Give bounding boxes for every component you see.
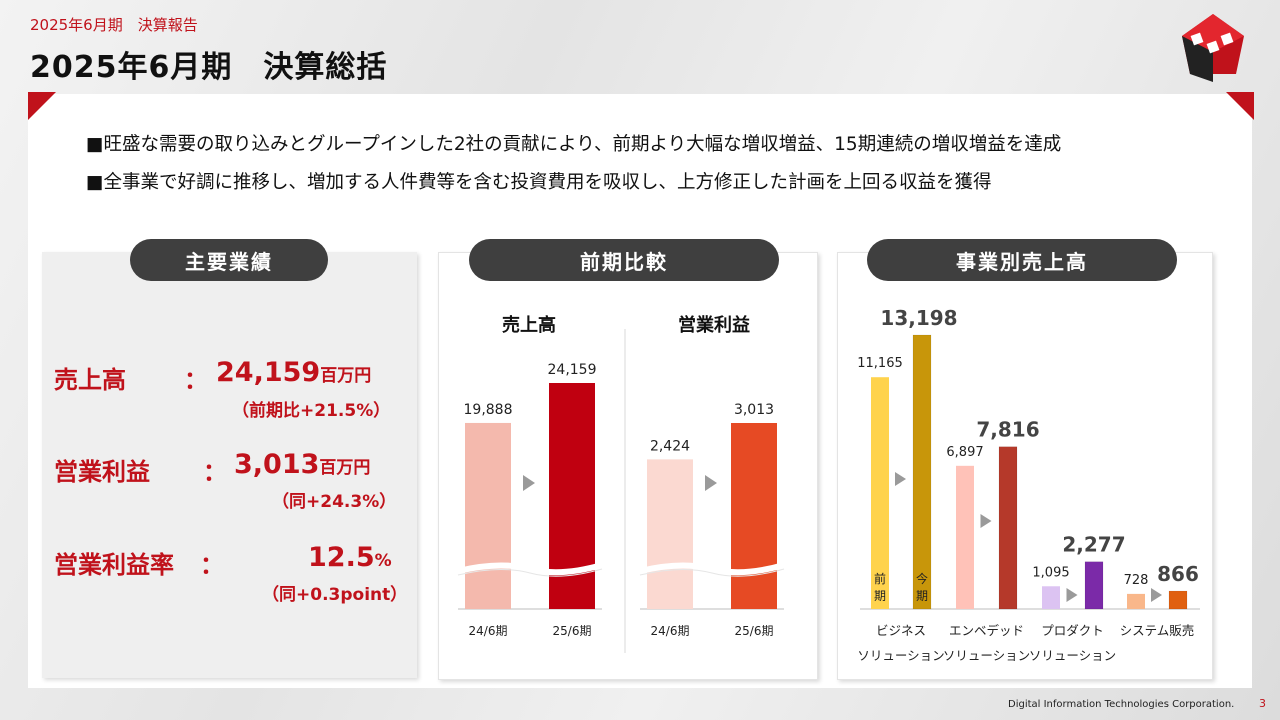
segment-bar-prev-2 <box>1042 586 1060 609</box>
company-logo <box>1182 14 1244 82</box>
segment-bar-curr-1 <box>998 446 1018 610</box>
kpi-margin-value-group: 12.5% <box>308 542 392 573</box>
comparison-category-1-1: 25/6期 <box>735 624 774 638</box>
segment-arrow-icon-2 <box>1066 588 1078 602</box>
comparison-arrow-icon-0 <box>523 475 535 491</box>
segment-category-0-line-1: ソリューション <box>857 648 944 663</box>
report-subtitle: 2025年6月期 決算報告 <box>30 16 198 34</box>
comparison-bar-0-0 <box>465 422 511 609</box>
segment-bar-text-curr-1: 期 <box>916 589 928 603</box>
kpi-op-value: 3,013 <box>234 449 320 480</box>
comparison-value-label-1-0: 2,424 <box>650 438 690 454</box>
comparison-bar-1-1 <box>731 423 777 609</box>
summary-bullet-1: ■旺盛な需要の取り込みとグループインした2社の貢献により、前期より大幅な増収増益… <box>86 134 1062 155</box>
kpi-sales-note: （前期比+21.5%） <box>232 401 391 421</box>
comparison-chart-title-0: 売上高 <box>502 314 556 336</box>
results-panel <box>42 252 417 678</box>
kpi-sales-unit: 百万円 <box>320 366 372 386</box>
segment-value-prev-2: 1,095 <box>1032 565 1069 580</box>
kpi-margin-label: 営業利益率 <box>54 551 174 579</box>
accent-triangle-right <box>1226 92 1254 120</box>
kpi-sales-value: 24,159 <box>216 357 321 388</box>
segment-bar-text-prev-1: 期 <box>874 589 886 603</box>
comparison-category-0-1: 25/6期 <box>553 624 592 638</box>
segment-bar-prev-0 <box>871 377 889 609</box>
segment-value-curr-1: 7,816 <box>976 418 1039 442</box>
kpi-op-label: 営業利益 <box>54 458 150 486</box>
axis-break-wave-0 <box>457 562 603 576</box>
comparison-chart-title-1: 営業利益 <box>678 314 750 336</box>
segment-category-1-line-1: ソリューション <box>943 648 1030 663</box>
axis-break-line-1 <box>639 568 785 577</box>
segment-bar-curr-2 <box>1084 561 1104 610</box>
comparison-panel-title: 前期比較 <box>469 239 779 281</box>
segment-bar-prev-3 <box>1127 593 1145 609</box>
kpi-margin-unit: % <box>374 551 392 571</box>
segment-value-curr-3: 866 <box>1157 562 1199 586</box>
segment-value-prev-1: 6,897 <box>946 445 983 460</box>
segment-bar-text-curr-0: 今 <box>916 571 928 586</box>
segment-arrow-icon-3 <box>1151 588 1162 602</box>
results-panel-title: 主要業績 <box>130 239 328 281</box>
segments-panel-title: 事業別売上高 <box>867 239 1177 281</box>
segment-category-3-line-0: システム販売 <box>1120 623 1195 638</box>
segment-value-prev-0: 11,165 <box>857 356 903 371</box>
comparison-value-label-0-1: 24,159 <box>548 362 597 378</box>
axis-break-wave-1 <box>639 562 785 576</box>
segment-bar-text-prev-0: 前 <box>874 571 886 586</box>
comparison-value-label-0-0: 19,888 <box>464 402 513 418</box>
axis-break-line-0 <box>457 568 603 577</box>
kpi-op-colon: ： <box>203 458 227 486</box>
summary-bullet-2: ■全事業で好調に推移し、増加する人件費等を含む投資費用を吸収し、上方修正した計画… <box>86 172 992 193</box>
segment-category-2-line-1: ソリューション <box>1029 648 1116 663</box>
page-title: 2025年6月期 決算総括 <box>30 50 388 85</box>
segment-value-curr-0: 13,198 <box>880 306 957 330</box>
segment-category-2-line-0: プロダクト <box>1041 623 1104 638</box>
comparison-charts: 売上高 19,888 24/6期 24,159 25/6期 営業利益 2,424 24/6期 3… <box>457 314 785 653</box>
segment-bar-curr-0 <box>912 334 932 610</box>
kpi-margin-colon: ： <box>200 551 224 579</box>
segment-arrow-icon-0 <box>895 472 906 486</box>
footer-company: Digital Information Technologies Corpora… <box>1008 699 1235 710</box>
segment-arrow-icon-1 <box>980 514 992 528</box>
comparison-category-1-0: 24/6期 <box>651 624 690 638</box>
segment-value-prev-3: 728 <box>1124 573 1149 588</box>
comparison-category-0-0: 24/6期 <box>469 624 508 638</box>
kpi-sales-value-group: 24,159百万円 <box>216 357 371 388</box>
comparison-arrow-icon-1 <box>705 475 717 491</box>
comparison-bar-1-0 <box>647 459 693 609</box>
kpi-op-note: （同+24.3%） <box>272 492 397 512</box>
kpi-sales-colon: ： <box>184 366 208 394</box>
kpi-margin-note: （同+0.3point） <box>262 585 408 605</box>
kpi-op-unit: 百万円 <box>319 458 371 478</box>
accent-triangle-left <box>28 92 56 120</box>
segment-bar-curr-3 <box>1168 590 1188 610</box>
segment-value-curr-2: 2,277 <box>1062 533 1125 557</box>
segment-category-0-line-0: ビジネス <box>876 623 926 638</box>
kpi-op-value-group: 3,013百万円 <box>234 449 370 480</box>
segment-bar-prev-1 <box>956 465 974 609</box>
segment-category-1-line-0: エンベデッド <box>949 623 1024 638</box>
comparison-value-label-1-1: 3,013 <box>734 402 774 418</box>
kpi-margin-value: 12.5 <box>308 542 375 573</box>
kpi-sales-label: 売上高 <box>54 366 126 394</box>
page-number: 3 <box>1259 697 1266 710</box>
